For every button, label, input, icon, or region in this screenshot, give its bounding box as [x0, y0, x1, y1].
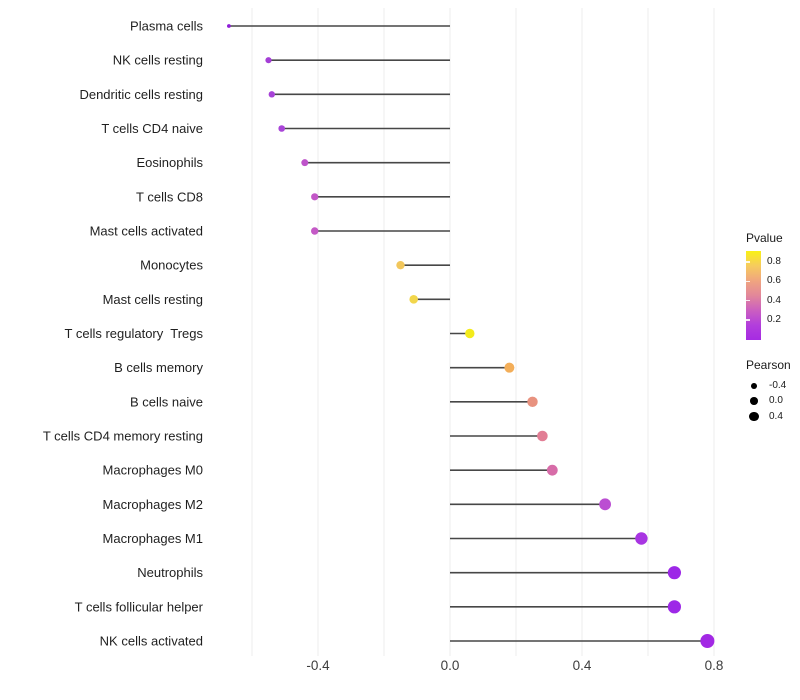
- pearson-dot-cell: [746, 412, 762, 422]
- pvalue-legend: Pvalue 0.8 0.6 0.4 0.2: [744, 231, 783, 340]
- lollipop-dot: [667, 566, 682, 580]
- category-label: Mast cells resting: [103, 292, 203, 307]
- lollipop-dot: [265, 57, 272, 64]
- category-label: NK cells resting: [113, 53, 203, 68]
- category-label: Mast cells activated: [90, 224, 203, 239]
- lollipop-dot: [599, 498, 611, 511]
- pearson-dot-cell: [746, 397, 762, 406]
- pvalue-colorbar-tick-label: 0.2: [767, 313, 781, 325]
- category-label: Dendritic cells resting: [79, 87, 203, 102]
- x-axis-tick-label: 0.8: [705, 658, 724, 673]
- pearson-legend-item: -0.4: [746, 378, 791, 394]
- category-label: T cells CD4 naive: [101, 121, 203, 136]
- lollipop-dot: [527, 396, 538, 408]
- pearson-legend-item: 0.4: [746, 409, 791, 425]
- pvalue-colorbar-tick-mark: [746, 319, 750, 321]
- lollipop-dot: [409, 295, 419, 304]
- pvalue-colorbar-tick-mark: [746, 300, 750, 302]
- x-axis-tick-label: -0.4: [306, 658, 330, 673]
- lollipop-dot: [227, 24, 231, 28]
- lollipop-dot: [546, 464, 558, 476]
- pvalue-colorbar: [746, 251, 761, 340]
- lollipop-dot: [667, 600, 682, 614]
- category-label: T cells CD4 memory resting: [43, 429, 203, 444]
- pearson-legend-label: 0.4: [769, 410, 783, 422]
- pvalue-colorbar-tick-label: 0.8: [767, 256, 781, 267]
- lollipop-dot: [301, 159, 309, 167]
- lollipop-dot: [635, 532, 648, 545]
- lollipop-dot: [278, 125, 286, 132]
- x-axis-tick-label: 0.0: [441, 658, 460, 673]
- x-axis-tick-label: 0.4: [573, 658, 592, 673]
- pearson-dot-cell: [746, 382, 762, 389]
- lollipop-dot: [537, 430, 548, 442]
- lollipop-dot: [396, 260, 405, 270]
- lollipop-dot: [700, 634, 715, 649]
- pearson-legend-label: 0.0: [769, 395, 783, 407]
- category-label: Plasma cells: [130, 19, 203, 34]
- category-label: Macrophages M2: [103, 497, 203, 512]
- pvalue-legend-title: Pvalue: [746, 231, 783, 245]
- pvalue-colorbar-wrap: 0.8 0.6 0.4 0.2: [746, 251, 783, 340]
- category-label: Neutrophils: [137, 565, 203, 580]
- pearson-legend-title: Pearson: [746, 358, 791, 372]
- category-label: NK cells activated: [100, 634, 203, 649]
- category-label: T cells follicular helper: [75, 599, 204, 614]
- lollipop-dot: [268, 91, 275, 98]
- pearson-size-dot: [751, 382, 757, 389]
- pearson-legend-item: 0.0: [746, 394, 791, 410]
- lollipop-dot: [311, 227, 319, 235]
- category-label: B cells memory: [114, 360, 203, 375]
- category-label: T cells regulatory Tregs: [65, 326, 204, 341]
- pvalue-colorbar-tick-mark: [746, 261, 750, 263]
- pearson-size-dot: [750, 397, 758, 406]
- pvalue-colorbar-tick-label: 0.4: [767, 294, 781, 306]
- category-label: Macrophages M1: [103, 531, 203, 546]
- category-label: Monocytes: [140, 258, 203, 273]
- pvalue-colorbar-tick-mark: [746, 280, 750, 282]
- pearson-legend: Pearson -0.4 0.0 0.4: [744, 358, 791, 425]
- category-label: B cells naive: [130, 394, 203, 409]
- pvalue-colorbar-tick-label: 0.6: [767, 275, 781, 287]
- category-label: Eosinophils: [137, 155, 204, 170]
- category-label: T cells CD8: [136, 189, 203, 204]
- pearson-legend-label: -0.4: [769, 379, 787, 391]
- pearson-size-dot: [749, 412, 759, 422]
- lollipop-dot: [504, 362, 515, 373]
- lollipop-dot: [311, 193, 319, 201]
- category-label: Macrophages M0: [103, 463, 203, 478]
- lollipop-dot: [465, 328, 475, 339]
